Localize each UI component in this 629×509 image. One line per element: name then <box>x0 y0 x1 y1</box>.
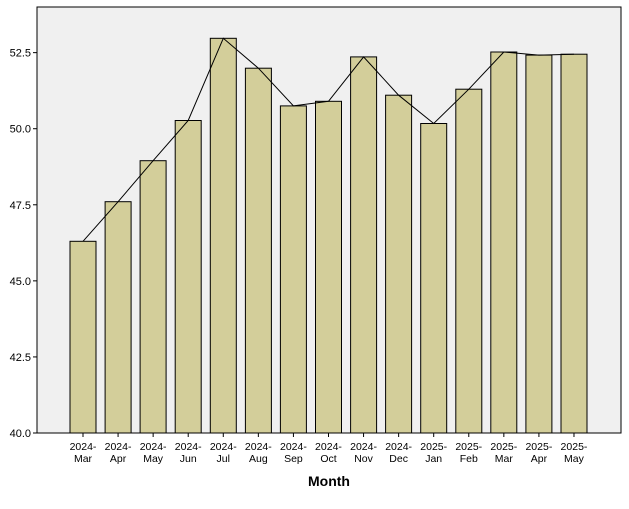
trend-line <box>82 37 575 242</box>
x-tick-label-8: 2024-Nov <box>350 441 377 465</box>
x-tick-label-4: 2024-Jul <box>210 441 237 465</box>
bar-12 <box>490 51 518 434</box>
y-tick-label-4: 50.0 <box>10 124 31 136</box>
bars-group <box>69 37 588 434</box>
bar-9 <box>385 94 413 434</box>
bar-4 <box>209 37 237 434</box>
x-axis-title: Month <box>308 473 350 489</box>
bar-8 <box>350 56 378 434</box>
y-tick-label-5: 52.5 <box>10 48 31 60</box>
x-tick-label-9: 2024-Dec <box>385 441 412 465</box>
bar-10 <box>420 123 448 434</box>
x-tick-label-2: 2024-May <box>140 441 167 465</box>
x-tick-label-1: 2024-Apr <box>105 441 132 465</box>
bar-6 <box>279 105 307 434</box>
x-tick-label-10: 2025-Jan <box>420 441 447 465</box>
bar-3 <box>174 120 202 434</box>
x-tick-label-3: 2024-Jun <box>175 441 202 465</box>
x-tick-label-7: 2024-Oct <box>315 441 342 465</box>
x-axis: 2024-Mar 2024-Apr 2024-May 2024-Jun 2024-Jul… <box>70 433 588 465</box>
x-tick-label-0: 2024-Mar <box>70 441 97 465</box>
x-tick-label-5: 2024-Aug <box>245 441 272 465</box>
x-tick-label-12: 2025-Mar <box>490 441 517 465</box>
x-tick-label-14: 2025-May <box>561 441 588 465</box>
bar-0 <box>69 240 97 434</box>
bar-14 <box>560 53 588 434</box>
bar-11 <box>455 88 483 434</box>
bar-7 <box>315 100 342 434</box>
x-tick-label-11: 2025-Feb <box>455 441 482 465</box>
bar-5 <box>244 67 272 434</box>
x-tick-label-13: 2025-Apr <box>525 441 552 465</box>
bar-1 <box>104 201 132 434</box>
y-tick-label-0: 40.0 <box>10 428 31 440</box>
y-tick-label-1: 42.5 <box>10 352 31 364</box>
y-axis: 40.0 42.5 45.0 47.5 50.0 52.5 <box>10 48 37 440</box>
x-tick-label-6: 2024-Sep <box>280 441 307 465</box>
bar-13 <box>525 54 553 434</box>
bar-2 <box>139 160 167 434</box>
y-tick-label-2: 45.0 <box>10 276 31 288</box>
y-tick-label-3: 47.5 <box>10 200 31 212</box>
